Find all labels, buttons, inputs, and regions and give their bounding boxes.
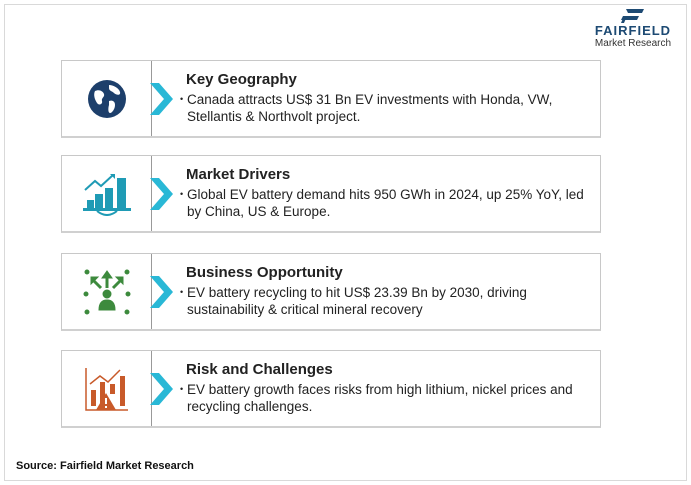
- chevron-right-icon: [150, 373, 173, 405]
- chevron-right-icon: [150, 178, 173, 210]
- source-note: Source: Fairfield Market Research: [16, 460, 194, 472]
- row-text: EV battery recycling to hit US$ 23.39 Bn…: [180, 284, 598, 318]
- brand-name: FAIRFIELD: [594, 23, 672, 38]
- growth-buildings-icon: [82, 173, 131, 216]
- frame: [4, 4, 687, 481]
- row-title: Business Opportunity: [186, 264, 343, 281]
- risk-warning-chart-icon: [84, 367, 128, 411]
- chevron-right-icon: [150, 83, 173, 115]
- fairfield-logo-icon: [621, 9, 644, 23]
- row-text: EV battery growth faces risks from high …: [180, 381, 598, 415]
- row-title: Key Geography: [186, 71, 297, 88]
- row-title: Market Drivers: [186, 166, 291, 183]
- brand-sub: Market Research: [594, 38, 672, 49]
- row-key-geography: Key Geography Canada attracts US$ 31 Bn …: [61, 60, 601, 138]
- row-text: Canada attracts US$ 31 Bn EV investments…: [180, 91, 598, 125]
- row-risk-challenges: Risk and Challenges EV battery growth fa…: [61, 350, 601, 428]
- brand-logo: FAIRFIELD Market Research: [588, 8, 678, 49]
- opportunity-arrows-icon: [83, 269, 130, 314]
- row-title: Risk and Challenges: [186, 361, 333, 378]
- row-text: Global EV battery demand hits 950 GWh in…: [180, 186, 598, 220]
- globe-icon: [87, 79, 126, 118]
- row-market-drivers: Market Drivers Global EV battery demand …: [61, 155, 601, 233]
- row-business-opportunity: Business Opportunity EV battery recyclin…: [61, 253, 601, 331]
- chevron-right-icon: [150, 276, 173, 308]
